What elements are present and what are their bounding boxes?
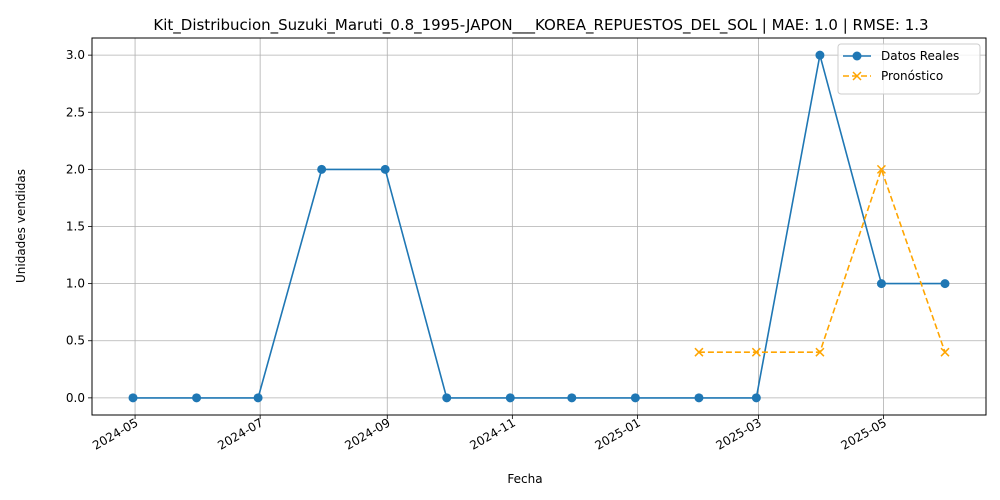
- data-point: [567, 393, 577, 403]
- x-tick-label: 2024-07: [215, 415, 265, 452]
- y-tick-label: 2.5: [66, 105, 85, 119]
- data-point: [940, 279, 950, 289]
- data-point-stroke: [940, 347, 950, 357]
- data-point: [751, 393, 761, 403]
- data-point: [694, 347, 704, 357]
- y-tick-label: 1.0: [66, 277, 85, 291]
- data-point: [815, 50, 825, 60]
- data-point: [317, 164, 327, 174]
- y-tick-label: 0.5: [66, 334, 85, 348]
- data-point-stroke: [815, 347, 825, 357]
- y-axis: 0.0 0.5 1.0 1.5 2.0 2.5 3.0: [66, 48, 92, 405]
- x-tick-label: 2025-05: [839, 415, 889, 452]
- y-tick-label: 1.5: [66, 220, 85, 234]
- series-line: [133, 54, 945, 399]
- data-point-stroke: [751, 347, 761, 357]
- data-point: [253, 393, 263, 403]
- data-point: [815, 347, 825, 357]
- data-point: [630, 393, 640, 403]
- series-line: [698, 168, 946, 354]
- legend-marker-stroke: [852, 71, 862, 81]
- legend-box: [837, 43, 981, 95]
- data-point: [751, 347, 761, 357]
- x-axis-title: Fecha: [507, 472, 542, 486]
- x-tick-label: 2024-05: [90, 415, 140, 452]
- legend-label: Datos Reales: [881, 49, 959, 63]
- legend-item: Pronóstico: [843, 69, 943, 83]
- data-point: [694, 393, 704, 403]
- data-point-stroke: [876, 164, 886, 174]
- chart-title: Kit_Distribucion_Suzuki_Maruti_0.8_1995-…: [153, 16, 928, 35]
- data-point: [442, 393, 452, 403]
- legend-label: Pronóstico: [881, 69, 943, 83]
- y-tick-label: 0.0: [66, 391, 85, 405]
- data-point: [876, 164, 886, 174]
- series-1: [694, 164, 950, 357]
- legend-marker: [852, 51, 862, 61]
- data-point: [876, 279, 886, 289]
- data-point-stroke: [694, 347, 704, 357]
- series-layer: [128, 50, 950, 403]
- x-tick-label: 2025-01: [592, 415, 642, 452]
- data-point: [380, 164, 390, 174]
- data-point: [505, 393, 515, 403]
- data-point: [192, 393, 202, 403]
- legend-item: Datos Reales: [843, 49, 959, 63]
- y-tick-label: 2.0: [66, 162, 85, 176]
- x-tick-label: 2024-09: [342, 415, 392, 452]
- legend-marker: [852, 71, 862, 81]
- y-tick-label: 3.0: [66, 48, 85, 62]
- legend: Datos Reales Pronóstico: [837, 43, 981, 95]
- x-tick-label: 2025-03: [713, 415, 763, 452]
- grid: [92, 38, 986, 415]
- data-point: [940, 347, 950, 357]
- data-point: [128, 393, 138, 403]
- x-axis: 2024-05 2024-07 2024-09 2024-11 2025-01 2025-…: [90, 415, 889, 453]
- x-tick-label: 2024-11: [467, 415, 517, 452]
- series-0: [128, 50, 950, 403]
- y-axis-title: Unidades vendidas: [14, 169, 28, 283]
